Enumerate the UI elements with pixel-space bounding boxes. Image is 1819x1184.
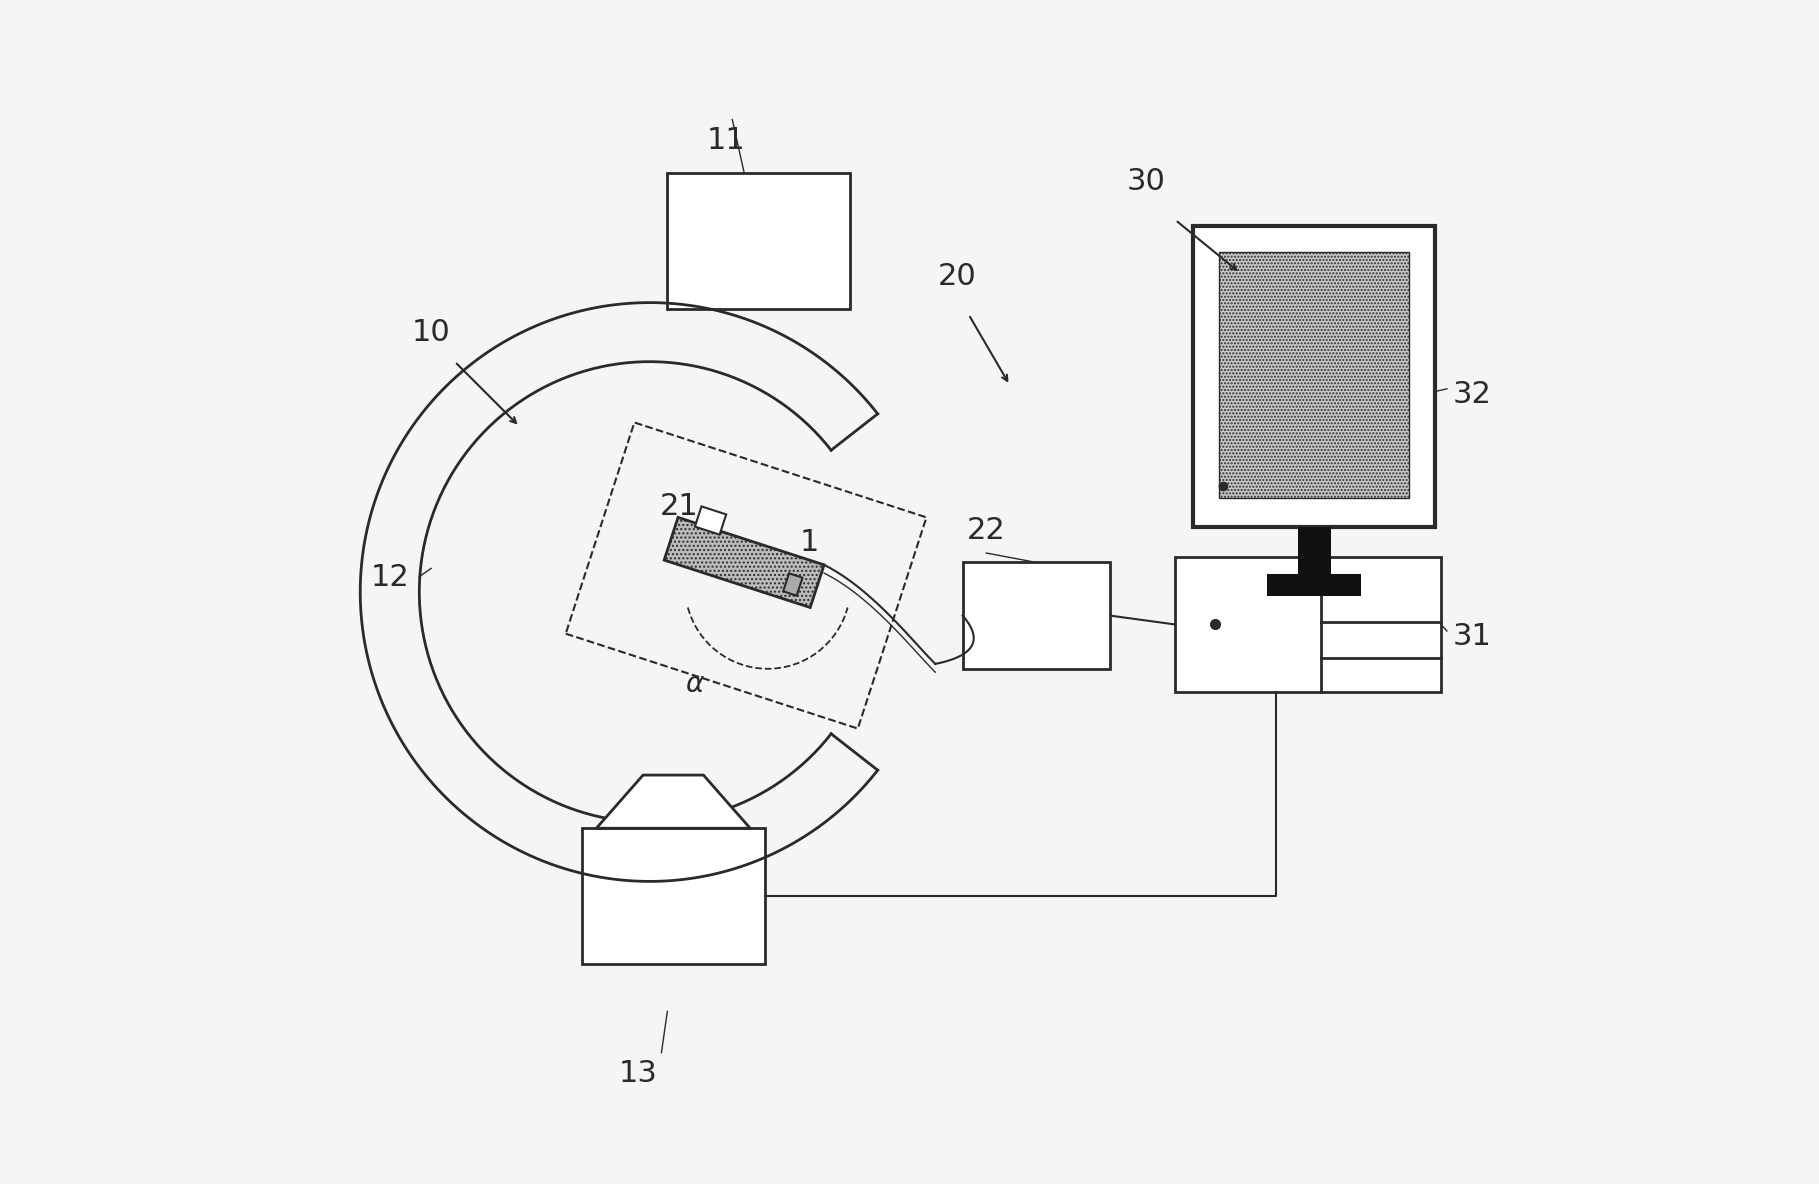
Text: $\alpha$: $\alpha$ (686, 671, 706, 699)
Bar (1193, 226, 1435, 527)
Bar (582, 829, 764, 964)
Bar (1266, 574, 1361, 596)
Text: 13: 13 (618, 1060, 657, 1088)
Text: 11: 11 (708, 126, 746, 155)
Polygon shape (695, 507, 726, 535)
Text: 21: 21 (660, 493, 698, 521)
Polygon shape (784, 573, 802, 596)
Text: 31: 31 (1453, 622, 1492, 651)
Text: 10: 10 (411, 317, 451, 347)
Text: 20: 20 (937, 262, 977, 291)
Bar (1219, 252, 1410, 497)
Text: 1: 1 (799, 528, 819, 556)
Text: 12: 12 (371, 564, 409, 592)
Bar (668, 173, 851, 309)
Bar (1175, 556, 1441, 693)
Text: 32: 32 (1453, 380, 1492, 408)
Text: 30: 30 (1126, 167, 1166, 197)
Bar (962, 562, 1110, 669)
Bar (1297, 527, 1332, 574)
Text: 22: 22 (968, 516, 1006, 545)
Polygon shape (664, 517, 824, 607)
Polygon shape (597, 776, 749, 829)
